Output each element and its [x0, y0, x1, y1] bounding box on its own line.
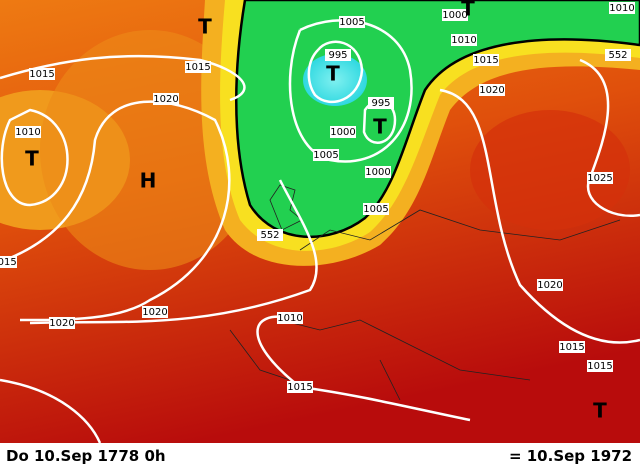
- isobar-label-box: [609, 2, 635, 14]
- isobar: [29, 179, 318, 325]
- isobar: [0, 378, 102, 443]
- isobar-label: 1015: [185, 62, 210, 73]
- pressure-center: T: [461, 0, 475, 21]
- isobar-label: 1020: [537, 280, 562, 291]
- pressure-center: T: [326, 62, 340, 86]
- isobar-label-box: [451, 34, 477, 46]
- isobar-label-box: [587, 172, 613, 184]
- isobar-label: 1020: [49, 318, 74, 329]
- isobar-label: 1000: [330, 127, 355, 138]
- footer: Do 10.Sep 1778 0h = 10.Sep 1972: [0, 443, 640, 471]
- isobar-label: 1005: [313, 150, 338, 161]
- isobar-label: 1015: [29, 69, 54, 80]
- isobar-label-box: [313, 149, 339, 161]
- pressure-center: T: [373, 115, 387, 139]
- isobar-label-box: [257, 229, 283, 241]
- isobar-label: 1015: [0, 257, 17, 268]
- isobar-label-box: [15, 126, 41, 138]
- isobar-label: 1010: [15, 127, 40, 138]
- pressure-center: T: [593, 399, 607, 423]
- isobar-label: 552: [260, 230, 279, 241]
- coastline: [229, 184, 621, 401]
- isobar-label: 1005: [363, 204, 388, 215]
- isobar-label: 1000: [365, 167, 390, 178]
- isobar: [0, 100, 231, 322]
- isobar-label: 1020: [142, 307, 167, 318]
- isobar-label-box: [330, 126, 356, 138]
- isobar: [439, 88, 640, 344]
- pressure-center: T: [198, 15, 212, 39]
- isobar: [288, 19, 413, 163]
- isobar-label-box: [153, 93, 179, 105]
- footer-equivalent: = 10.Sep 1972: [508, 447, 632, 465]
- isobar-label-box: [287, 381, 313, 393]
- isobar-label: 552: [608, 50, 627, 61]
- isobar-label: 1015: [287, 382, 312, 393]
- isobar-label-box: [339, 16, 365, 28]
- isobar-label: 1000: [442, 10, 467, 21]
- isobar: [0, 54, 246, 102]
- isobar-label-box: [368, 97, 394, 109]
- isobar-label-box: [365, 166, 391, 178]
- isobar-label: 1010: [451, 35, 476, 46]
- isobar-label: 1015: [587, 361, 612, 372]
- isobar-label-box: [363, 203, 389, 215]
- isobar-label-box: [185, 61, 211, 73]
- isobar-label-box: [605, 49, 631, 61]
- pressure-center: H: [140, 169, 157, 193]
- warm-area: [470, 110, 630, 230]
- isobar-label-box: [559, 341, 585, 353]
- isobar-label: 995: [371, 98, 390, 109]
- isobar-label-box: [442, 9, 468, 21]
- isobar-label-box: [0, 256, 17, 268]
- isobar: [0, 108, 69, 207]
- isobar-label: 1010: [609, 3, 634, 14]
- isobar-label-box: [49, 317, 75, 329]
- footer-date: Do 10.Sep 1778 0h: [6, 447, 166, 465]
- isobar-label: 1020: [153, 94, 178, 105]
- isobar-label-box: [29, 68, 55, 80]
- isobar-label-box: [587, 360, 613, 372]
- isobar-label: 1020: [479, 85, 504, 96]
- isobar-label: 1015: [559, 342, 584, 353]
- isobar-label: 1015: [473, 55, 498, 66]
- isobar: [307, 40, 364, 104]
- pressure-center: T: [25, 147, 39, 171]
- isobar-label-box: [473, 54, 499, 66]
- isobar-label: 1005: [339, 17, 364, 28]
- isobar-label: 1010: [277, 313, 302, 324]
- isobar-label-box: [142, 306, 168, 318]
- isobar-label-box: [537, 279, 563, 291]
- isobar-label-box: [325, 49, 351, 61]
- isobar-label-box: [479, 84, 505, 96]
- isobar-label: 995: [328, 50, 347, 61]
- isobar-label-box: [277, 312, 303, 324]
- isobar-label: 1025: [587, 173, 612, 184]
